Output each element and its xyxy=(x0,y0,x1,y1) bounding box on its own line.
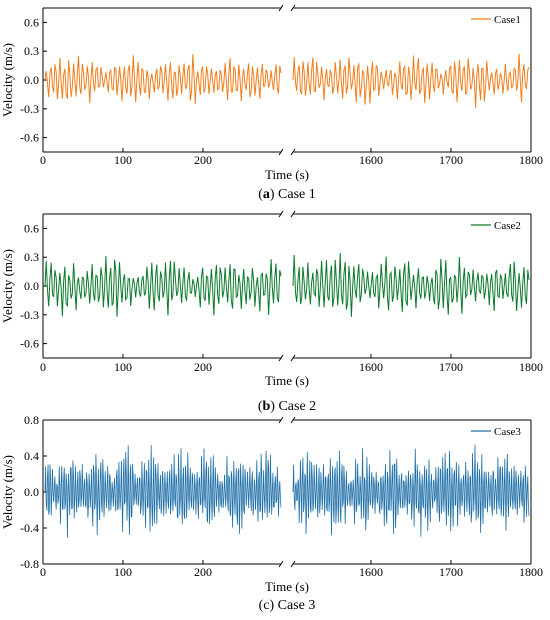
y-tick-label: 0.3 xyxy=(24,250,39,264)
x-tick-label: 1700 xyxy=(439,360,463,374)
x-tick-label: 1700 xyxy=(439,153,463,167)
y-tick-label: 0.0 xyxy=(24,485,39,499)
panel-caption: (b) Case 2 xyxy=(258,399,316,414)
axis-break-mark xyxy=(278,210,284,218)
axis-break-mark xyxy=(290,148,296,156)
x-tick-label: 1600 xyxy=(359,153,383,167)
axis-break-mark xyxy=(290,4,296,12)
series-line-Case1-segment-1 xyxy=(44,54,282,104)
x-tick-label: 1800 xyxy=(519,360,543,374)
x-tick-label: 200 xyxy=(194,360,212,374)
y-tick-label: 0.0 xyxy=(24,73,39,87)
x-tick-label: 200 xyxy=(194,153,212,167)
axis-break-mark xyxy=(290,560,296,568)
caption-text: ) Case 1 xyxy=(270,187,316,202)
x-tick-label: 100 xyxy=(114,153,132,167)
x-tick-label: 1800 xyxy=(519,565,543,579)
y-tick-label: 0.3 xyxy=(24,44,39,58)
chart-panel-1: -0.6 -0.3 0.0 0.3 0.6 0 100 200 1600 1700 1800 Time… xyxy=(0,4,543,202)
axis-break-mark xyxy=(290,354,296,362)
series-line-Case3-segment-2 xyxy=(292,444,530,537)
x-tick-label: 1600 xyxy=(359,360,383,374)
x-tick-label: 1600 xyxy=(359,565,383,579)
caption-text: ) Case 2 xyxy=(270,399,316,414)
x-axis-label: Time (s) xyxy=(265,579,309,594)
legend-label: Case1 xyxy=(494,14,521,26)
axis-break-mark xyxy=(278,354,284,362)
x-tick-label: 0 xyxy=(40,565,46,579)
y-tick-label: 0.0 xyxy=(24,279,39,293)
x-tick-label: 1700 xyxy=(439,565,463,579)
series-line-Case3-segment-1 xyxy=(44,444,282,538)
x-axis-label: Time (s) xyxy=(265,167,309,182)
y-tick-label: -0.6 xyxy=(20,131,39,145)
x-tick-label: 0 xyxy=(40,153,46,167)
series-line-Case2-segment-2 xyxy=(292,253,530,317)
axis-break-mark xyxy=(278,148,284,156)
y-axis-label: Velocity (m/s) xyxy=(0,455,15,529)
y-tick-label: -0.8 xyxy=(20,557,39,571)
y-tick-label: 0.6 xyxy=(24,221,39,235)
y-tick-label: 0.8 xyxy=(24,413,39,427)
legend-label: Case3 xyxy=(494,426,521,438)
axis-break-mark xyxy=(290,416,296,424)
caption-letter: b xyxy=(262,399,270,414)
y-tick-label: -0.4 xyxy=(20,521,39,535)
axis-break-mark xyxy=(290,210,296,218)
y-tick-label: 0.6 xyxy=(24,15,39,29)
chart-panel-3: -0.8 -0.4 0.0 0.4 0.8 0 100 200 1600 1700 1800 Time… xyxy=(0,413,543,613)
y-tick-label: -0.3 xyxy=(20,102,39,116)
y-tick-label: -0.6 xyxy=(20,337,39,351)
x-tick-label: 1800 xyxy=(519,153,543,167)
y-tick-label: -0.3 xyxy=(20,308,39,322)
panel-caption: (c) Case 3 xyxy=(259,598,316,613)
axis-break-mark xyxy=(278,560,284,568)
axis-break-mark xyxy=(278,4,284,12)
x-tick-label: 200 xyxy=(194,565,212,579)
caption-letter: a xyxy=(263,187,270,202)
x-tick-label: 100 xyxy=(114,565,132,579)
caption-paren: ( xyxy=(258,187,263,202)
chart-panel-2: -0.6 -0.3 0.0 0.3 0.6 0 100 200 1600 1700 1800 Time… xyxy=(0,210,543,414)
legend-label: Case2 xyxy=(494,220,521,232)
series-line-Case2-segment-1 xyxy=(44,256,282,317)
y-tick-label: 0.4 xyxy=(24,449,39,463)
panel-caption: (a) Case 1 xyxy=(258,187,316,202)
caption-paren: ( xyxy=(258,399,263,414)
y-axis-label: Velocity (m/s) xyxy=(0,43,15,117)
y-axis-label: Velocity (m/s) xyxy=(0,249,15,323)
x-tick-label: 100 xyxy=(114,360,132,374)
series-line-Case1-segment-2 xyxy=(292,53,530,108)
x-axis-label: Time (s) xyxy=(265,373,309,388)
axis-break-mark xyxy=(278,416,284,424)
x-tick-label: 0 xyxy=(40,360,46,374)
